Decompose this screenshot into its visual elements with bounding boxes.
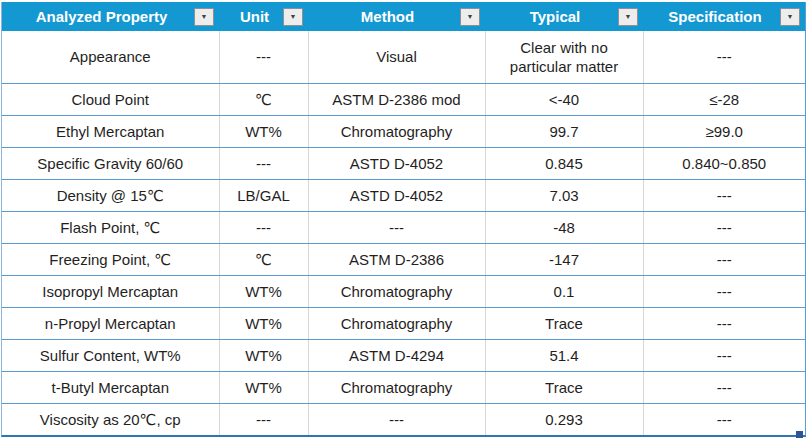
table-cell[interactable]: WT% <box>219 308 308 340</box>
spec-table-frame: Analyzed Property ▼ Unit ▼ Method ▼ Typi… <box>1 2 806 437</box>
dropdown-arrow-icon: ▼ <box>201 13 208 20</box>
table-row: Freezing Point, ℃℃ASTM D-2386-147--- <box>2 244 805 276</box>
table-cell[interactable]: ASTD D-4052 <box>308 148 485 180</box>
column-header-label: Specification <box>668 8 761 25</box>
table-cell[interactable]: Freezing Point, ℃ <box>2 244 219 276</box>
dropdown-arrow-icon: ▼ <box>625 13 632 20</box>
table-cell[interactable]: 99.7 <box>485 116 643 148</box>
table-cell[interactable]: --- <box>219 31 308 84</box>
column-header-unit[interactable]: Unit ▼ <box>219 2 308 31</box>
table-cell[interactable]: --- <box>643 404 805 436</box>
table-cell[interactable]: 0.293 <box>485 404 643 436</box>
table-row: Isopropyl MercaptanWT%Chromatography0.1-… <box>2 276 805 308</box>
table-cell[interactable]: 0.1 <box>485 276 643 308</box>
filter-dropdown-button[interactable]: ▼ <box>283 8 303 26</box>
table-cell[interactable]: t-Butyl Mercaptan <box>2 372 219 404</box>
table-cell[interactable]: Chromatography <box>308 116 485 148</box>
table-cell[interactable]: ℃ <box>219 84 308 116</box>
column-header-analyzed-property[interactable]: Analyzed Property ▼ <box>2 2 219 31</box>
table-cell[interactable]: Appearance <box>2 31 219 84</box>
table-cell[interactable]: Trace <box>485 372 643 404</box>
table-cell[interactable]: Trace <box>485 308 643 340</box>
table-cell[interactable]: ASTD D-4052 <box>308 180 485 212</box>
table-cell[interactable]: Chromatography <box>308 372 485 404</box>
table-cell[interactable]: Ethyl Mercaptan <box>2 116 219 148</box>
table-cell[interactable]: --- <box>643 244 805 276</box>
table-cell[interactable]: --- <box>643 308 805 340</box>
table-cell[interactable]: 7.03 <box>485 180 643 212</box>
table-cell[interactable]: Specific Gravity 60/60 <box>2 148 219 180</box>
table-row: t-Butyl MercaptanWT%ChromatographyTrace-… <box>2 372 805 404</box>
table-cell[interactable]: ASTM D-2386 <box>308 244 485 276</box>
table-row: Specific Gravity 60/60---ASTD D-40520.84… <box>2 148 805 180</box>
table-cell[interactable]: Clear with no particular matter <box>485 31 643 84</box>
filter-dropdown-button[interactable]: ▼ <box>618 8 638 26</box>
table-row: Density @ 15℃LB/GALASTD D-40527.03--- <box>2 180 805 212</box>
table-cell[interactable]: --- <box>643 372 805 404</box>
table-cell[interactable]: n-Propyl Mercaptan <box>2 308 219 340</box>
table-cell[interactable]: --- <box>308 404 485 436</box>
table-cell[interactable]: ASTM D-4294 <box>308 340 485 372</box>
table-cell[interactable]: --- <box>219 404 308 436</box>
table-cell[interactable]: 0.840~0.850 <box>643 148 805 180</box>
table-cell[interactable]: ≤-28 <box>643 84 805 116</box>
table-row: Flash Point, ℃-------48--- <box>2 212 805 244</box>
dropdown-arrow-icon: ▼ <box>290 13 297 20</box>
table-cell[interactable]: --- <box>643 31 805 84</box>
table-cell[interactable]: ℃ <box>219 244 308 276</box>
table-cell[interactable]: WT% <box>219 276 308 308</box>
table-cell[interactable]: WT% <box>219 116 308 148</box>
column-header-method[interactable]: Method ▼ <box>308 2 485 31</box>
dropdown-arrow-icon: ▼ <box>467 13 474 20</box>
column-header-specification[interactable]: Specification ▼ <box>643 2 805 31</box>
table-cell[interactable]: WT% <box>219 372 308 404</box>
column-header-label: Analyzed Property <box>36 8 168 25</box>
table-cell[interactable]: --- <box>643 180 805 212</box>
table-cell[interactable]: Density @ 15℃ <box>2 180 219 212</box>
table-cell[interactable]: Isopropyl Mercaptan <box>2 276 219 308</box>
table-cell[interactable]: --- <box>308 212 485 244</box>
table-cell[interactable]: Cloud Point <box>2 84 219 116</box>
table-row: Appearance---VisualClear with no particu… <box>2 31 805 84</box>
table-cell[interactable]: Visual <box>308 31 485 84</box>
table-resize-handle[interactable] <box>796 431 803 438</box>
dropdown-arrow-icon: ▼ <box>787 13 794 20</box>
column-header-label: Typical <box>530 8 581 25</box>
table-cell[interactable]: -147 <box>485 244 643 276</box>
table-cell[interactable]: 51.4 <box>485 340 643 372</box>
table-cell[interactable]: 0.845 <box>485 148 643 180</box>
column-header-typical[interactable]: Typical ▼ <box>485 2 643 31</box>
column-header-label: Unit <box>240 8 269 25</box>
spreadsheet-view: Analyzed Property ▼ Unit ▼ Method ▼ Typi… <box>0 0 807 443</box>
table-cell[interactable]: Chromatography <box>308 308 485 340</box>
table-cell[interactable]: WT% <box>219 340 308 372</box>
table-cell[interactable]: Chromatography <box>308 276 485 308</box>
table-cell[interactable]: --- <box>643 212 805 244</box>
table-row: Sulfur Content, WT%WT%ASTM D-429451.4--- <box>2 340 805 372</box>
table-cell[interactable]: LB/GAL <box>219 180 308 212</box>
table-cell[interactable]: -48 <box>485 212 643 244</box>
table-cell[interactable]: --- <box>643 276 805 308</box>
spec-table: Analyzed Property ▼ Unit ▼ Method ▼ Typi… <box>2 2 805 435</box>
table-header-row: Analyzed Property ▼ Unit ▼ Method ▼ Typi… <box>2 2 805 31</box>
table-row: Ethyl MercaptanWT%Chromatography99.7≥99.… <box>2 116 805 148</box>
table-cell[interactable]: --- <box>643 340 805 372</box>
table-row: Viscosity as 20℃, cp------0.293--- <box>2 404 805 436</box>
column-header-label: Method <box>361 8 414 25</box>
filter-dropdown-button[interactable]: ▼ <box>460 8 480 26</box>
table-cell[interactable]: ASTM D-2386 mod <box>308 84 485 116</box>
table-cell[interactable]: <-40 <box>485 84 643 116</box>
filter-dropdown-button[interactable]: ▼ <box>780 8 800 26</box>
table-cell[interactable]: Sulfur Content, WT% <box>2 340 219 372</box>
table-cell[interactable]: --- <box>219 148 308 180</box>
table-row: n-Propyl MercaptanWT%ChromatographyTrace… <box>2 308 805 340</box>
filter-dropdown-button[interactable]: ▼ <box>194 8 214 26</box>
table-row: Cloud Point℃ASTM D-2386 mod<-40≤-28 <box>2 84 805 116</box>
table-cell[interactable]: --- <box>219 212 308 244</box>
table-cell[interactable]: Flash Point, ℃ <box>2 212 219 244</box>
table-cell[interactable]: Viscosity as 20℃, cp <box>2 404 219 436</box>
table-body: Appearance---VisualClear with no particu… <box>2 31 805 435</box>
table-cell[interactable]: ≥99.0 <box>643 116 805 148</box>
